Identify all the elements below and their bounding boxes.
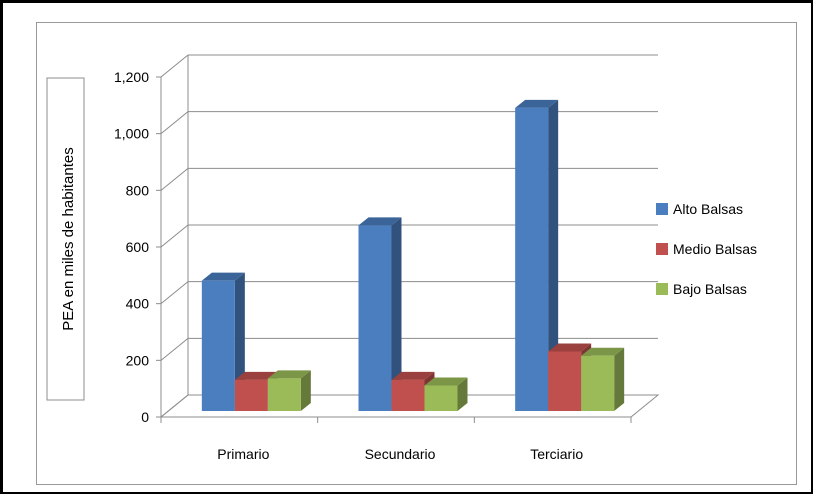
bars	[201, 99, 625, 411]
bar-top	[515, 99, 559, 108]
gridline-side	[160, 337, 189, 361]
legend-swatch	[656, 203, 668, 215]
bar-side	[548, 99, 559, 411]
bar	[515, 99, 559, 411]
bar-side	[391, 217, 402, 411]
y-axis	[156, 76, 632, 423]
x-category-labels: Primario Secundario Terciario	[217, 446, 583, 462]
y-tick-label: 600	[126, 239, 150, 255]
bar-top	[234, 371, 278, 380]
y-tick-label: 1,000	[114, 126, 149, 142]
bar	[201, 272, 245, 411]
bar-top	[424, 377, 468, 386]
bar	[581, 347, 625, 411]
gridline-side	[160, 281, 189, 305]
bar-front	[581, 355, 615, 411]
bar-front	[548, 351, 582, 411]
gridline-side	[160, 54, 189, 78]
bar-front	[234, 379, 268, 411]
y-tick-label: 200	[126, 352, 150, 368]
gridline-side	[160, 111, 189, 135]
bar-side	[614, 347, 625, 411]
bar-front	[358, 225, 392, 411]
y-axis-title-box: PEA en miles de habitantes	[46, 77, 85, 401]
bar-top	[391, 371, 435, 380]
bar-top	[267, 370, 311, 379]
bar-front	[515, 107, 549, 411]
bar	[358, 217, 402, 411]
y-tick-label: 0	[141, 409, 149, 425]
x-category-label: Terciario	[530, 446, 583, 462]
y-axis-title: PEA en miles de habitantes	[60, 147, 77, 330]
legend-label: Bajo Balsas	[673, 281, 747, 297]
bar-chart: 0 200 400 600 800 1,000 1,200 Primario Secundar…	[46, 54, 757, 462]
legend-item: Bajo Balsas	[656, 281, 747, 297]
legend-label: Medio Balsas	[673, 241, 757, 257]
legend: Alto Balsas Medio Balsas Bajo Balsas	[656, 201, 757, 297]
y-tick-label: 800	[126, 182, 150, 198]
bar-top	[201, 272, 245, 281]
bar-side	[300, 370, 311, 411]
y-tick-label: 1,200	[114, 69, 149, 85]
bar-front	[201, 280, 235, 411]
bar-top	[581, 347, 625, 356]
bar-top	[548, 343, 592, 352]
bar	[424, 377, 468, 411]
bar-side	[457, 377, 468, 411]
x-category-label: Primario	[217, 446, 269, 462]
legend-item: Alto Balsas	[656, 201, 743, 217]
bar-front	[267, 378, 301, 411]
bar	[267, 370, 311, 411]
gridline-side	[160, 167, 189, 191]
x-category-label: Secundario	[365, 446, 436, 462]
gridline-side	[160, 224, 189, 248]
bar-front	[391, 379, 425, 411]
bar-front	[424, 385, 458, 411]
y-tick-label: 400	[126, 296, 150, 312]
legend-item: Medio Balsas	[656, 241, 757, 257]
bar-top	[358, 217, 402, 226]
gridlines	[160, 54, 658, 418]
legend-swatch	[656, 283, 668, 295]
y-tick-labels: 0 200 400 600 800 1,000 1,200	[114, 69, 149, 425]
legend-swatch	[656, 243, 668, 255]
legend-label: Alto Balsas	[673, 201, 743, 217]
